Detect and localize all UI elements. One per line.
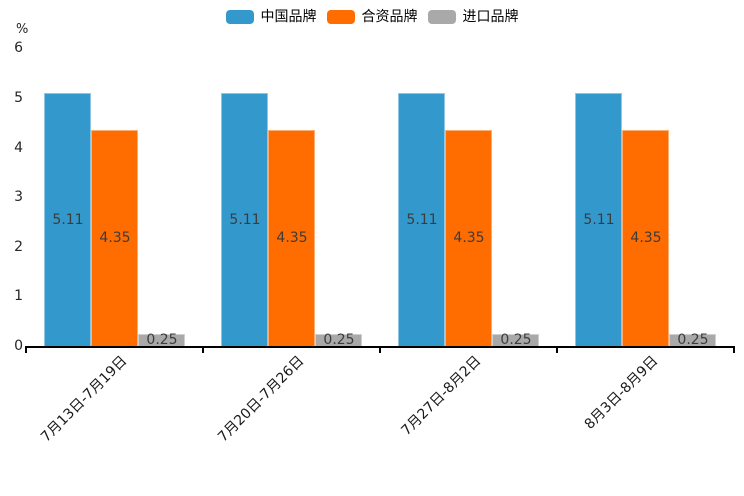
bar-中国品牌-group4	[575, 93, 622, 346]
x-axis-tick	[25, 346, 27, 353]
bar-中国品牌-group3	[398, 93, 445, 346]
x-axis-tick	[733, 346, 735, 353]
legend-item-label: 进口品牌	[462, 9, 519, 25]
bar-进口品牌-group4	[669, 334, 716, 346]
x-axis-tick	[556, 346, 558, 353]
bar-value-label: 5.11	[52, 212, 84, 228]
bar-合资品牌-group3	[445, 130, 492, 346]
legend-item-3: 进口品牌	[427, 9, 519, 25]
bar-value-label: 4.35	[453, 230, 485, 246]
bar-进口品牌-group1	[138, 334, 185, 346]
bar-合资品牌-group1	[91, 130, 138, 346]
bar-value-label: 4.35	[630, 230, 662, 246]
legend-swatch-icon	[427, 10, 456, 24]
bar-value-label: 5.11	[229, 212, 261, 228]
y-tick-label: 0	[14, 338, 23, 354]
x-category-label: 8月3日-8月9日	[581, 353, 662, 433]
bar-合资品牌-group4	[622, 130, 669, 346]
y-tick-label: 1	[14, 288, 23, 304]
legend: 中国品牌 合资品牌 进口品牌	[0, 9, 744, 25]
bar-value-label: 0.25	[323, 332, 355, 348]
y-axis-unit-label: %	[16, 22, 29, 37]
x-category-label: 7月13日-7月19日	[38, 353, 131, 446]
bar-合资品牌-group2	[268, 130, 315, 346]
bar-进口品牌-group3	[492, 334, 539, 346]
x-axis-tick	[202, 346, 204, 353]
legend-swatch-icon	[326, 10, 355, 24]
legend-swatch-icon	[225, 10, 254, 24]
bar-中国品牌-group2	[221, 93, 268, 346]
legend-item-label: 中国品牌	[260, 9, 317, 25]
bar-value-label: 0.25	[146, 332, 178, 348]
x-category-label: 7月20日-7月26日	[215, 353, 308, 446]
bar-value-label: 5.11	[583, 212, 615, 228]
bar-value-label: 5.11	[406, 212, 438, 228]
bar-进口品牌-group2	[315, 334, 362, 346]
bar-value-label: 0.25	[500, 332, 532, 348]
bar-value-label: 4.35	[99, 230, 131, 246]
y-tick-label: 5	[14, 90, 23, 106]
y-tick-label: 2	[14, 239, 23, 255]
y-tick-label: 6	[14, 40, 23, 56]
x-category-label: 7月27日-8月2日	[398, 353, 485, 439]
bar-value-label: 4.35	[276, 230, 308, 246]
legend-item-1: 中国品牌	[225, 9, 317, 25]
bar-value-label: 0.25	[677, 332, 709, 348]
y-tick-label: 4	[14, 140, 23, 156]
bar-中国品牌-group1	[44, 93, 91, 346]
legend-item-label: 合资品牌	[361, 9, 418, 25]
legend-item-2: 合资品牌	[326, 9, 418, 25]
y-tick-label: 3	[14, 189, 23, 205]
x-axis-tick	[379, 346, 381, 353]
